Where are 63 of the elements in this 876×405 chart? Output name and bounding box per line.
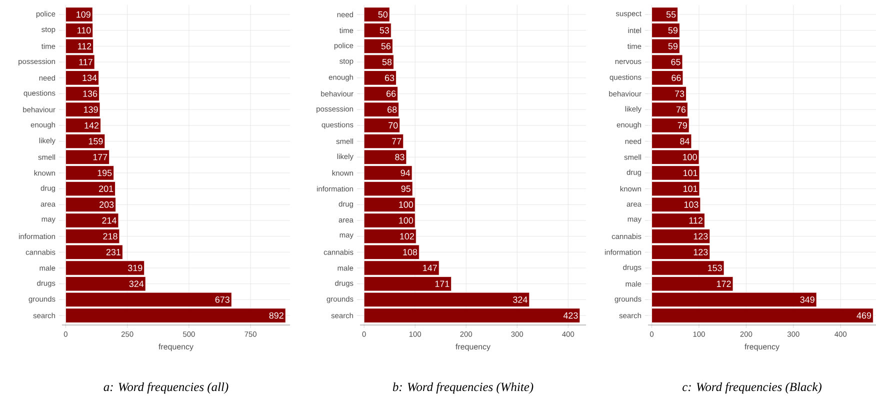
- data-label: 55: [666, 11, 676, 18]
- data-label: 172: [717, 280, 731, 287]
- data-label: 108: [403, 248, 418, 256]
- data-label: 195: [98, 170, 112, 176]
- data-label: 177: [93, 154, 108, 160]
- data-label: 117: [79, 58, 92, 66]
- data-label: 673: [215, 296, 230, 303]
- data-label: 123: [694, 233, 708, 240]
- data-label: 109: [76, 11, 90, 18]
- data-label: 59: [668, 43, 678, 50]
- data-label: 56: [381, 43, 391, 50]
- data-label: 50: [378, 11, 388, 18]
- data-label: 110: [78, 27, 91, 34]
- data-label: 77: [392, 138, 402, 144]
- data-label: 153: [708, 264, 722, 272]
- data-label: 112: [689, 217, 702, 224]
- data-label: 324: [513, 296, 528, 303]
- data-label: 66: [386, 90, 396, 97]
- data-label: 214: [102, 217, 116, 224]
- data-label: 66: [672, 74, 681, 82]
- data-label: 324: [129, 280, 144, 287]
- data-label: 79: [678, 122, 687, 129]
- data-label: 423: [563, 312, 578, 319]
- data-label: 73: [675, 90, 684, 97]
- data-label: 100: [399, 201, 414, 208]
- data-label: 142: [84, 122, 99, 129]
- data-label: 95: [401, 186, 410, 192]
- data-label: 319: [128, 264, 142, 272]
- data-label: 136: [83, 90, 98, 97]
- data-label: 159: [88, 138, 103, 144]
- data-label: 218: [103, 233, 118, 240]
- data-label: 231: [106, 248, 120, 256]
- data-label: 70: [388, 122, 398, 129]
- data-label: 134: [82, 74, 97, 82]
- text: c: Word frequencies (Black): [682, 382, 822, 394]
- data-label: 76: [676, 106, 686, 113]
- data-label: 469: [856, 312, 872, 319]
- data-label: 102: [400, 233, 414, 240]
- data-label: 83: [395, 154, 404, 160]
- data-label: 171: [435, 280, 450, 287]
- data-label: 349: [800, 296, 814, 303]
- data-label: 68: [388, 106, 397, 113]
- data-label: 139: [84, 106, 98, 113]
- text: b: Word frequencies (White): [392, 382, 534, 394]
- data-label: 65: [671, 58, 680, 66]
- data-label: 892: [269, 312, 284, 319]
- data-label: 201: [99, 186, 114, 192]
- data-label: 101: [683, 170, 698, 176]
- data-label: 94: [400, 170, 410, 176]
- data-label: 100: [399, 217, 414, 224]
- data-label: 203: [100, 201, 114, 208]
- data-label: 123: [694, 248, 708, 256]
- data-label: 147: [423, 264, 437, 272]
- data-label: 59: [668, 27, 678, 34]
- data-label: 103: [684, 201, 698, 208]
- data-label: 84: [680, 138, 690, 144]
- data-label: 53: [380, 27, 390, 34]
- data-label: 100: [683, 154, 697, 160]
- data-label: 101: [683, 186, 698, 192]
- text: a: Word frequencies (all): [104, 382, 228, 394]
- data-label: 58: [382, 58, 392, 66]
- data-label: 112: [78, 43, 92, 50]
- data-label: 63: [385, 74, 394, 82]
